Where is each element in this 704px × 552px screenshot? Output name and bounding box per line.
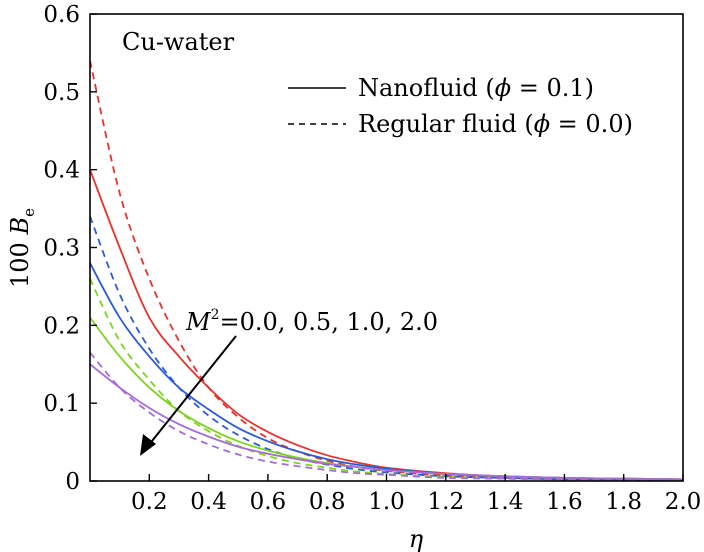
y-tick-label: 0.1 [43,391,80,417]
series-line-4-solid [89,317,684,481]
y-tick-label: 0 [65,469,80,495]
series-line-6-solid [89,363,684,481]
legend: Nanofluid (ϕ = 0.1) Regular fluid (ϕ = 0… [288,74,633,138]
x-axis-label: η [409,525,424,552]
series-line-3-dashed [89,216,684,482]
annotation-title: Cu-water [122,28,235,56]
arrow-annotation: M2=0.0, 0.5, 1.0, 2.0 [140,307,438,456]
ticks-layer: 0.2 0.4 0.6 0.8 1.0 1.2 1.4 1.6 1.8 2.0 0 0.1 0.2 0.3… [43,2,701,515]
annotation-m-squared: M2=0.0, 0.5, 1.0, 2.0 [185,307,438,336]
y-tick-label: 0.5 [43,80,80,106]
x-tick-label: 1.8 [605,489,642,515]
x-tick-label: 1.2 [428,489,465,515]
series-line-7-dashed [89,351,684,482]
y-axis-label: 100 Be [6,208,38,288]
annotation-arrow-shaft [147,335,237,447]
y-tick-label: 0.3 [43,236,80,262]
legend-regular-fluid: Regular fluid (ϕ = 0.0) [358,110,633,138]
x-tick-label: 0.8 [309,489,346,515]
x-tick-label: 0.6 [250,489,287,515]
x-tick-label: 2.0 [665,489,702,515]
series-layer [89,60,684,482]
x-tick-label: 0.2 [131,489,168,515]
y-tick-label: 0.6 [43,2,80,28]
y-tick-label: 0.4 [43,158,80,184]
x-tick-label: 1.6 [546,489,583,515]
annotation-arrowhead [140,434,156,456]
y-tick-label: 0.2 [43,313,80,339]
x-tick-label: 1.0 [368,489,405,515]
x-tick-label: 1.4 [487,489,524,515]
series-line-2-solid [89,262,684,481]
x-tick-label: 0.4 [190,489,227,515]
legend-nanofluid: Nanofluid (ϕ = 0.1) [358,74,594,102]
